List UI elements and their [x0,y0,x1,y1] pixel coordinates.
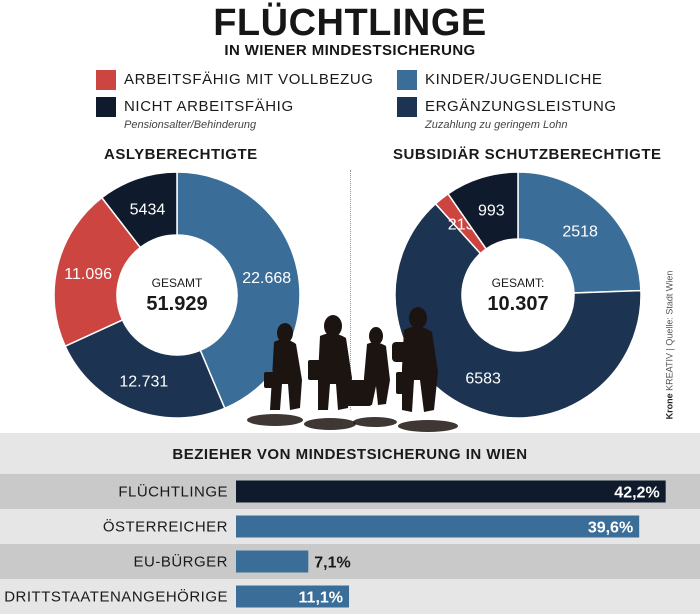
credit-text: KREATIV | Quelle: Stadt Wien [664,270,675,394]
legend-swatch [397,97,417,117]
source-credit: Krone KREATIV | Quelle: Stadt Wien [665,271,675,420]
page-title: FLÜCHTLINGE [213,2,487,44]
bar-chart-title: BEZIEHER VON MINDESTSICHERUNG IN WIEN [172,446,528,463]
legend-label: ARBEITSFÄHIG MIT VOLLBEZUG [124,71,374,88]
refugee-silhouettes-illustration [247,307,458,432]
bar-category-label: FLÜCHTLINGE [118,483,228,501]
donut-center-value: 51.929 [146,293,207,315]
donut-title-asyl: ASLYBERECHTIGTE [104,146,258,163]
slice-value-label: 5434 [130,201,166,218]
bar-value-label: 7,1% [314,555,350,572]
legend-item-arbeitsfaehig: ARBEITSFÄHIG MIT VOLLBEZUG [96,70,374,90]
bar-value-label: 39,6% [588,520,633,537]
bar-row-background [0,544,700,579]
donut-title-subsidiaer: SUBSIDIÄR SCHUTZBERECHTIGTE [393,146,662,163]
chart-divider [350,170,351,410]
bar-category-label: DRITTSTAATENANGEHÖRIGE [4,588,228,606]
donut-slice [53,196,142,348]
slice-value-label: 2518 [562,224,598,241]
donut-center-label: GESAMT: [492,276,545,290]
bar-value-label: 11,1% [299,590,343,607]
donut-slice [517,171,642,294]
bar [236,550,309,573]
donut-slice [446,171,519,250]
legend-label: ERGÄNZUNGSLEISTUNG [425,98,617,115]
donut-slice [176,171,301,410]
legend-swatch [96,70,116,90]
bar [236,585,350,608]
donut-hole [118,236,236,354]
bar-value-label: 42,2% [614,485,659,502]
legend-sublabel: Pensionsalter/Behinderung [124,119,257,131]
donut-slice [64,318,226,419]
donut-center-label: GESAMT [152,276,203,290]
legend-item-ergaenzung: ERGÄNZUNGSLEISTUNG Zuzahlung zu geringem… [397,97,617,132]
bar-category-label: EU-BÜRGER [133,553,228,571]
bar [236,515,640,538]
bar-chart-mindestsicherung: FLÜCHTLINGE 42,2% ÖSTERREICHER 39,6% EU-BÜRG… [0,474,700,614]
legend-label: KINDER/JUGENDLICHE [425,71,603,88]
slice-value-label: 6583 [465,370,501,387]
legend-sublabel: Zuzahlung zu geringem Lohn [425,119,568,131]
slice-value-label: 12.731 [119,373,168,390]
legend-item-nicht-arbeitsfaehig: NICHT ARBEITSFÄHIG Pensionsalter/Behinde… [96,97,294,132]
legend-swatch [96,97,116,117]
donut-hole [463,240,573,350]
slice-value-label: 22.668 [242,270,291,287]
bar-row-background [0,579,700,614]
legend-swatch [397,70,417,90]
donut-center-value: 10.307 [487,293,548,315]
legend-item-kinder: KINDER/JUGENDLICHE [397,70,603,90]
page-subtitle: IN WIENER MINDESTSICHERUNG [224,42,476,59]
legend-label: NICHT ARBEITSFÄHIG [124,98,294,115]
slice-value-label: 993 [478,203,505,220]
donut-slice [100,171,178,249]
bar-category-label: ÖSTERREICHER [103,518,228,536]
donut-slice [394,202,642,419]
credit-brand: Krone [664,393,675,420]
slice-value-label: 11.096 [64,266,112,283]
bar [236,480,666,503]
donut-asylberechtigte: 22.668 12.731 11.096 5434 GESAMT 51.929 [53,171,301,419]
